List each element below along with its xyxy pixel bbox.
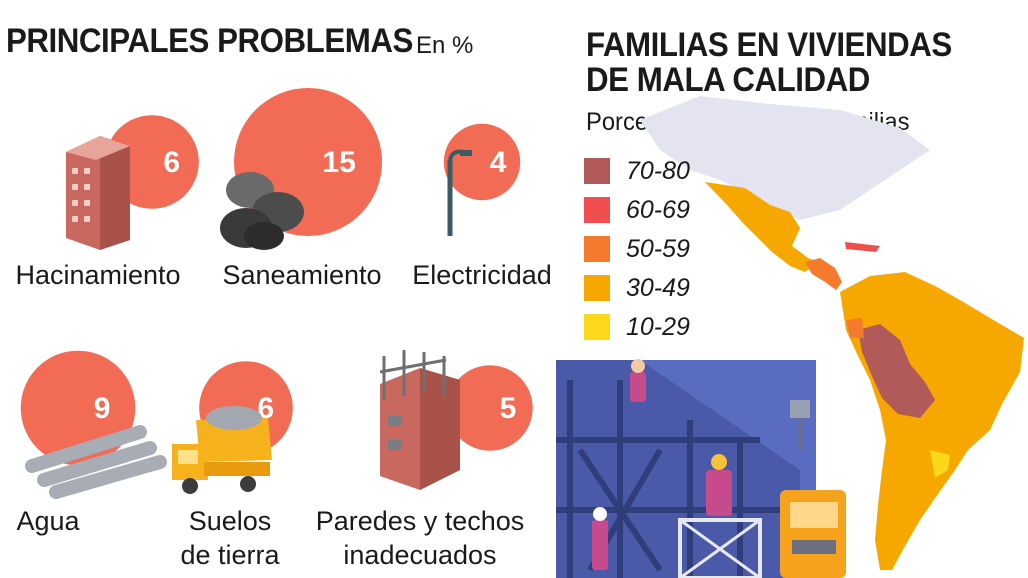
bubble-value-6: 5 bbox=[500, 392, 517, 425]
category-label-line: inadecuados bbox=[343, 540, 497, 570]
category-label-5: Suelos de tierra bbox=[180, 504, 279, 572]
construction-scene bbox=[556, 359, 846, 578]
legend-label: 30-49 bbox=[626, 273, 690, 302]
legend-label: 70-80 bbox=[626, 156, 690, 185]
bubble-value-1: 6 bbox=[163, 146, 180, 179]
legend-item-1: 70-80 bbox=[584, 156, 690, 186]
unit-label: En % bbox=[416, 32, 474, 59]
bubble-6 bbox=[447, 365, 533, 451]
bubble-value-3: 4 bbox=[490, 146, 507, 179]
category-label-line: Paredes y techos bbox=[315, 506, 525, 536]
south-america-north-shape bbox=[840, 272, 1024, 570]
caribbean-shape bbox=[845, 242, 880, 252]
category-label-6: Paredes y techos inadecuados bbox=[316, 504, 525, 572]
bubble-3 bbox=[443, 123, 521, 201]
street-lamp-icon bbox=[447, 149, 472, 236]
andean-region-shape bbox=[858, 324, 935, 418]
ecuador-shape bbox=[846, 318, 864, 338]
southern-cone-shape bbox=[930, 450, 950, 478]
legend-label: 10-29 bbox=[626, 312, 690, 341]
map-title-line-2: DE MALA CALIDAD bbox=[586, 61, 870, 99]
bubble-value-4: 9 bbox=[94, 392, 111, 425]
map-title: FAMILIAS EN VIVIENDAS DE MALA CALIDAD bbox=[586, 28, 952, 98]
mexico-shape bbox=[705, 182, 818, 272]
category-label-line: Electricidad bbox=[412, 260, 552, 290]
construction-building-icon bbox=[379, 350, 460, 490]
category-label-2: Saneamiento bbox=[222, 258, 381, 292]
legend-item-5: 10-29 bbox=[584, 312, 690, 342]
category-label-line: Saneamiento bbox=[222, 260, 382, 290]
bubble-value-2: 15 bbox=[322, 146, 355, 179]
legend-swatch bbox=[584, 314, 610, 340]
legend-swatch bbox=[584, 197, 610, 223]
category-label-line: Suelos bbox=[188, 506, 272, 536]
legend-item-3: 50-59 bbox=[584, 234, 690, 264]
legend-swatch bbox=[584, 275, 610, 301]
apartment-building-icon bbox=[66, 136, 130, 250]
central-america-shape bbox=[805, 258, 842, 290]
water-pipes-icon bbox=[25, 425, 167, 499]
legend-item-2: 60-69 bbox=[584, 195, 690, 225]
legend-swatch bbox=[584, 236, 610, 262]
category-label-line: Agua bbox=[16, 506, 80, 536]
category-label-1: Hacinamiento bbox=[15, 258, 180, 292]
category-label-line: Hacinamiento bbox=[15, 260, 181, 290]
sewer-pipes-icon bbox=[220, 172, 304, 250]
category-label-4: Agua bbox=[16, 504, 79, 538]
legend-label: 60-69 bbox=[626, 195, 690, 224]
legend-label: 50-59 bbox=[626, 234, 690, 263]
legend-swatch bbox=[584, 158, 610, 184]
north-america-shape bbox=[640, 96, 930, 220]
category-label-line: de tierra bbox=[180, 540, 280, 570]
dump-truck-icon bbox=[172, 406, 272, 494]
category-label-3: Electricidad bbox=[412, 258, 552, 292]
map-title-line-1: FAMILIAS EN VIVIENDAS bbox=[586, 26, 952, 64]
legend-item-4: 30-49 bbox=[584, 273, 690, 303]
chart-title: PRINCIPALES PROBLEMAS bbox=[6, 22, 413, 60]
americas-map bbox=[640, 96, 1024, 570]
